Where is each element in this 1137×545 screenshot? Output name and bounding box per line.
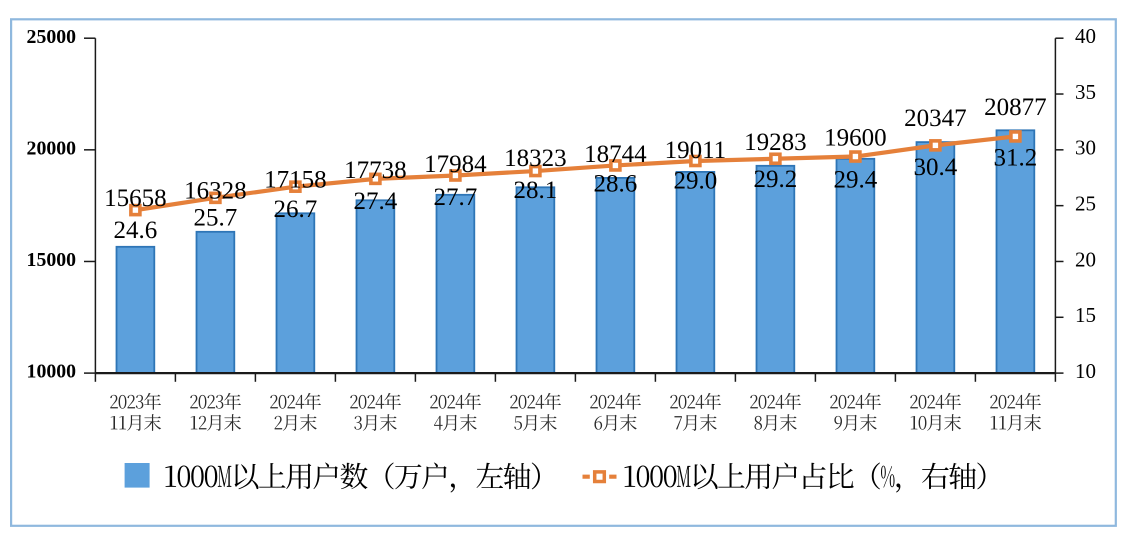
svg-text:25.7: 25.7 — [194, 205, 238, 232]
svg-text:30.4: 30.4 — [914, 154, 958, 181]
svg-text:28.6: 28.6 — [594, 171, 638, 198]
svg-text:25000: 25000 — [27, 26, 77, 48]
svg-text:16328: 16328 — [184, 177, 247, 204]
svg-text:27.4: 27.4 — [354, 188, 398, 215]
svg-text:35: 35 — [1075, 80, 1096, 104]
svg-text:15: 15 — [1075, 303, 1096, 327]
svg-text:40: 40 — [1075, 24, 1096, 48]
svg-text:15658: 15658 — [104, 185, 167, 212]
svg-text:19600: 19600 — [824, 124, 887, 151]
svg-text:17738: 17738 — [344, 157, 407, 184]
svg-text:10000: 10000 — [27, 361, 77, 383]
svg-text:29.4: 29.4 — [834, 167, 878, 194]
svg-text:20877: 20877 — [984, 94, 1047, 121]
svg-text:20347: 20347 — [904, 105, 967, 132]
svg-text:29.0: 29.0 — [674, 168, 718, 195]
svg-text:31.2: 31.2 — [994, 145, 1038, 172]
svg-text:20000: 20000 — [27, 137, 77, 159]
svg-text:28.1: 28.1 — [514, 177, 558, 204]
svg-text:18744: 18744 — [584, 141, 647, 168]
svg-text:15000: 15000 — [27, 249, 77, 271]
svg-text:20: 20 — [1075, 247, 1096, 271]
svg-text:29.2: 29.2 — [754, 166, 798, 193]
svg-text:25: 25 — [1075, 192, 1096, 216]
svg-text:10: 10 — [1075, 359, 1096, 383]
svg-text:26.7: 26.7 — [274, 196, 318, 223]
svg-text:19011: 19011 — [665, 137, 727, 164]
svg-text:18323: 18323 — [504, 145, 567, 172]
svg-text:19283: 19283 — [744, 129, 807, 156]
svg-text:30: 30 — [1075, 136, 1096, 160]
svg-text:27.7: 27.7 — [434, 184, 478, 211]
svg-text:17158: 17158 — [264, 167, 327, 194]
svg-text:24.6: 24.6 — [114, 217, 158, 244]
svg-text:17984: 17984 — [424, 151, 487, 178]
